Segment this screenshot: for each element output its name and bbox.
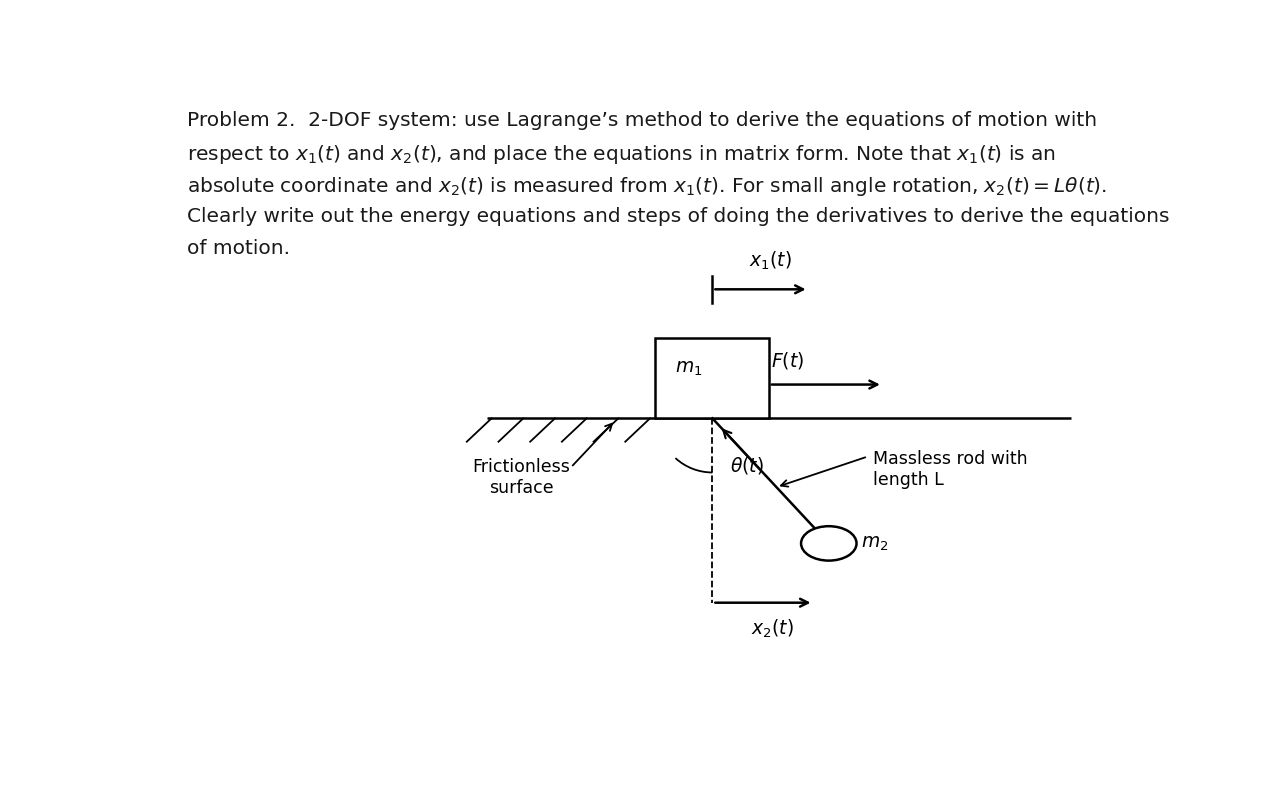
Text: Problem 2.  2-DOF system: use Lagrange’s method to derive the equations of motio: Problem 2. 2-DOF system: use Lagrange’s …	[188, 111, 1098, 130]
Text: respect to $x_1(t)$ and $x_2(t)$, and place the equations in matrix form. Note t: respect to $x_1(t)$ and $x_2(t)$, and pl…	[188, 143, 1057, 166]
Text: absolute coordinate and $x_2(t)$ is measured from $x_1(t)$. For small angle rota: absolute coordinate and $x_2(t)$ is meas…	[188, 175, 1108, 198]
Text: $x_2(t)$: $x_2(t)$	[751, 618, 794, 640]
Text: $x_1(t)$: $x_1(t)$	[749, 250, 792, 272]
Text: Clearly write out the energy equations and steps of doing the derivatives to der: Clearly write out the energy equations a…	[188, 207, 1169, 226]
Circle shape	[801, 526, 856, 561]
Text: $F(t)$: $F(t)$	[771, 350, 804, 371]
Text: $m_1$: $m_1$	[676, 359, 703, 378]
Bar	[656, 338, 769, 418]
Text: $m_2$: $m_2$	[860, 534, 888, 553]
Text: $\theta(t)$: $\theta(t)$	[730, 455, 764, 476]
Text: Frictionless
surface: Frictionless surface	[473, 458, 570, 497]
Text: Massless rod with
length L: Massless rod with length L	[873, 450, 1028, 489]
Text: of motion.: of motion.	[188, 239, 290, 258]
